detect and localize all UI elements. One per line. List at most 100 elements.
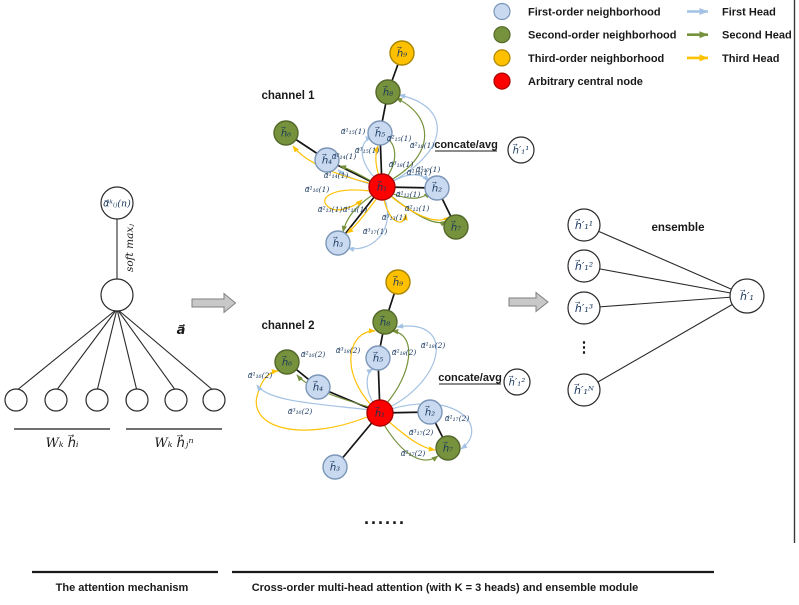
attention-curve-head2-to-h3 — [341, 193, 375, 233]
node-label-h7: h⃗₇ — [443, 442, 453, 455]
alpha-coefficient-label: α⃗³₁₃(1) — [382, 213, 407, 222]
alpha-coefficient-label: α⃗³₁₇(1) — [363, 227, 388, 236]
attention-curve-head3-to-h6 — [255, 369, 368, 431]
attention-curve-head3-to-h7 — [388, 194, 451, 223]
block-arrow — [508, 291, 549, 313]
alpha-coefficient-label: α⃗³₁₅(1) — [355, 146, 380, 155]
legend-swatch-central — [493, 72, 511, 90]
feature-leaf-node — [44, 388, 68, 412]
attention-curve-head1-to-h6 — [256, 384, 372, 411]
alpha-coefficient-label: α⃗¹₁₈(1) — [407, 168, 432, 177]
node-label-h1: h⃗₁ — [377, 181, 387, 194]
alpha-coefficient-label: α⃗¹₁₂(1) — [396, 190, 421, 199]
node-label-h4: h⃗₄ — [313, 381, 323, 394]
alpha-coefficient-label: α⃗²₁₆(2) — [301, 350, 326, 359]
more-channels-dots: ...... — [364, 508, 406, 528]
softmax-label: soft maxⱼ — [124, 224, 136, 272]
channel-1: h⃗₉ h⃗₈ h⃗₅ h⃗₆ h⃗₄ h⃗₁ h⃗₂ h⃗₇ h⃗₃ α⃗¹₁₅(1) α⃗³₁₅… — [261, 40, 535, 256]
feature-leaf-node — [125, 388, 149, 412]
head-output-node — [567, 373, 601, 407]
w-hj-label: Wₖ h⃗ⱼⁿ — [154, 435, 193, 451]
ensemble-link — [583, 295, 748, 309]
node-h7-channel-2 — [435, 435, 461, 461]
alpha-coefficient-label: α⃗¹₁₈(2) — [421, 341, 446, 350]
alpha-coefficient-label: α⃗³₁₈(2) — [336, 346, 361, 355]
stage-transition-arrows — [191, 291, 549, 314]
node-label-h6: h⃗₆ — [281, 127, 291, 140]
node-label-h8: h⃗₈ — [380, 316, 390, 329]
node-label-h1: h⃗₁ — [375, 407, 385, 420]
fan-line — [116, 308, 177, 392]
legend-head-label: First Head — [722, 7, 776, 19]
alpha-coefficient-label: α⃗¹₁₄(1) — [324, 171, 349, 180]
feature-leaf-node — [85, 388, 109, 412]
attention-curve-head3-to-h3 — [346, 197, 378, 234]
node-h6-channel-1 — [273, 120, 299, 146]
concat-avg-label: concate/avg — [434, 139, 498, 151]
alpha-coefficient-label: α⃗²₁₃(1) — [318, 205, 343, 214]
alpha-coefficient-label: α⃗¹₁₃(1) — [343, 205, 368, 214]
node-label-h8: h⃗₈ — [383, 86, 393, 99]
channel-title: channel 2 — [261, 320, 314, 332]
feature-leaf-node — [164, 388, 188, 412]
footer-label-attention-mechanism: The attention mechanism — [56, 582, 189, 594]
attention-curve-head1-to-h5 — [366, 368, 375, 405]
attention-curve-head3-to-h1 — [324, 189, 371, 211]
w-hi-label: Wₖ h⃗ᵢ — [45, 435, 78, 451]
attention-curve-head3-to-h7 — [386, 419, 436, 452]
node-h4-channel-1 — [314, 147, 340, 173]
legend-head-label: Third Head — [722, 53, 779, 65]
head-output-node — [567, 291, 601, 325]
legend-swatch-first-order — [493, 2, 511, 21]
legend: First-order neighborhood Second-order nei… — [493, 0, 796, 543]
a-vector-label: a⃗ — [177, 323, 186, 338]
alpha-coefficient-label: α⃗³₁₆(2) — [288, 407, 313, 416]
alpha-coefficient-label: α⃗²₁₈(2) — [392, 348, 417, 357]
alpha-coefficient-label: α⃗¹₁₆(1) — [305, 185, 330, 194]
legend-node-label: Second-order neighborhood — [528, 30, 677, 42]
attention-curve-head2-to-h7 — [382, 422, 439, 462]
node-h2-channel-1 — [424, 175, 450, 201]
node-h3-channel-2 — [322, 454, 348, 480]
attention-curve-head2-to-h8 — [390, 97, 426, 181]
legend-node-label: Third-order neighborhood — [528, 53, 664, 65]
node-h2-channel-2 — [417, 399, 443, 425]
alpha-coefficient-label: α⃗¹₁₇(2) — [445, 414, 470, 423]
head-output-label: h⃗′₁² — [574, 259, 593, 273]
legend-swatch-second-order — [493, 26, 511, 44]
feature-leaf-node — [202, 388, 226, 412]
head-output-node — [567, 208, 601, 242]
legend-swatch-third-order — [493, 49, 511, 67]
node-label-h3: h⃗₃ — [330, 461, 340, 474]
node-label-h2: h⃗₂ — [425, 406, 435, 419]
head-output-node — [567, 249, 601, 283]
fan-line — [15, 308, 118, 392]
channel-output-node — [507, 136, 535, 164]
node-label-h2: h⃗₂ — [432, 182, 442, 195]
block-arrow — [191, 292, 237, 314]
alpha-coefficient-label: α⃗²₁₇(2) — [401, 449, 426, 458]
node-label-h9: h⃗₉ — [397, 47, 407, 60]
node-label-h4: h⃗₄ — [322, 154, 332, 167]
alpha-coefficient-label: α⃗¹₁₆(2) — [248, 371, 273, 380]
attention-curve-head3-to-h1 — [383, 199, 408, 223]
node-h9-channel-2 — [385, 269, 411, 295]
alpha-coefficient-label: α⃗¹₁₅(1) — [341, 127, 366, 136]
fan-line — [96, 308, 118, 392]
fan-line — [116, 308, 138, 392]
alpha-coefficient-label: α⃗¹₁₇(1) — [416, 165, 441, 174]
node-h8-channel-1 — [375, 79, 401, 105]
node-label-h5: h⃗₅ — [375, 127, 385, 140]
attention-curve-head2-to-h4 — [339, 165, 372, 182]
node-h5-channel-2 — [365, 345, 391, 371]
node-h7-channel-1 — [443, 214, 469, 240]
alpha-output-node — [100, 186, 134, 220]
node-h3-channel-1 — [325, 230, 351, 256]
ensemble-output-node — [729, 278, 765, 314]
node-h8-channel-2 — [372, 309, 398, 335]
channel-output-label: h⃗′₁¹ — [513, 144, 530, 157]
alpha-coefficient-label: α⃗³₁₇(2) — [409, 428, 434, 437]
channel-2: h⃗₉ h⃗₈ h⃗₅ h⃗₆ h⃗₄ h⃗₁ h⃗₂ h⃗₇ h⃗₃ α⃗²₁₆(2) α⃗³₁₈… — [248, 269, 531, 480]
node-label-h9: h⃗₉ — [393, 276, 403, 289]
